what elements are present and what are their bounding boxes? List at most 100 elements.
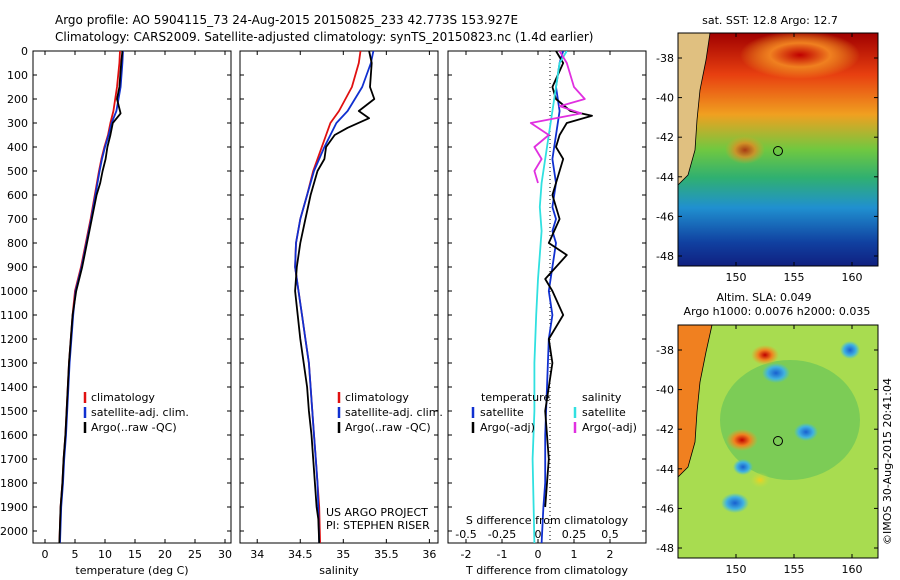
x-tick-label: 15: [128, 548, 142, 561]
map-x-tick-label: 150: [726, 563, 747, 576]
difference-x-axis: -2 -1 0 1 2 -0.5 -0.25 0 0.25 0.5: [455, 51, 619, 561]
depth-axis: 0 100 200 300 400 500 600 700 800 900 1000 1100 1200…: [0, 45, 646, 538]
x-tick-label: 25: [188, 548, 202, 561]
sst-map-title: sat. SST: 12.8 Argo: 12.7: [702, 14, 838, 27]
map-x-tick-label: 155: [784, 563, 805, 576]
x-tick-label: 34.5: [288, 548, 313, 561]
x-tick-label: 2: [607, 548, 614, 561]
salinity-series: [294, 51, 376, 543]
x-tick-label: -2: [461, 548, 472, 561]
sla-high-eddy-2: [726, 429, 758, 451]
credit-text: ©IMOS 30-Aug-2015 20:41:04: [881, 378, 894, 545]
legend-label-satellite: satellite-adj. clim.: [345, 406, 443, 419]
depth-tick-label: 200: [7, 93, 28, 106]
series-line-salinity-satellite: [531, 51, 568, 543]
map-y-tick-label: -42: [656, 423, 674, 436]
x2-tick-label: 0.25: [562, 528, 587, 541]
depth-tick-label: 900: [7, 261, 28, 274]
sla-low-eddy-4: [721, 493, 749, 513]
depth-tick-label: 1700: [0, 453, 28, 466]
sla-coastline: [677, 324, 713, 478]
legend-label-argo: Argo(..raw -QC): [91, 421, 177, 434]
map-y-tick-label: -46: [656, 210, 674, 223]
sla-map: [677, 324, 879, 559]
depth-tick-label: 400: [7, 141, 28, 154]
x-tick-label: 5: [72, 548, 79, 561]
legend-label-s-satellite: satellite: [582, 406, 626, 419]
legend-label-climatology: climatology: [345, 391, 409, 404]
depth-tick-label: 1900: [0, 501, 28, 514]
difference-series: [529, 51, 593, 543]
x2-tick-label: 0.5: [601, 528, 619, 541]
depth-tick-label: 1200: [0, 333, 28, 346]
map-y-tick-label: -44: [656, 463, 674, 476]
depth-tick-label: 700: [7, 213, 28, 226]
s-diff-xlabel: S difference from climatology: [466, 514, 629, 527]
salinity-legend: climatology satellite-adj. clim. Argo(..…: [337, 391, 443, 434]
argo-location-marker: [773, 146, 783, 156]
sst-warm-eddy: [725, 136, 765, 164]
sla-low-eddy-5: [840, 341, 860, 359]
header-line-1: Argo profile: AO 5904115_73 24-Aug-2015 …: [55, 13, 518, 27]
depth-tick-label: 300: [7, 117, 28, 130]
depth-tick-label: 0: [21, 45, 28, 58]
legend-label-t-satellite: satellite: [480, 406, 524, 419]
map-x-tick-label: 160: [842, 563, 863, 576]
map-y-tick-label: -40: [656, 384, 674, 397]
x-tick-label: 34: [250, 548, 264, 561]
sla-map-frame: [677, 324, 879, 559]
map-y-tick-label: -48: [656, 542, 674, 555]
x-tick-label: 35: [336, 548, 350, 561]
argo-location-marker: [773, 436, 783, 446]
x2-tick-label: -0.5: [455, 528, 476, 541]
x-tick-label: 10: [98, 548, 112, 561]
map-y-tick-label: -38: [656, 344, 674, 357]
series-line-satellite-adj-clim-: [294, 51, 375, 543]
depth-tick-label: 1800: [0, 477, 28, 490]
temperature-series: [58, 51, 124, 543]
sla-low-eddy-3: [733, 459, 753, 475]
x-tick-label: 35.5: [374, 548, 399, 561]
temperature-x-axis: 0 5 10 15 20 25 30: [42, 51, 232, 561]
sst-map-axes: -38 -40 -42 -44 -46 -48 150 155 160: [656, 33, 878, 284]
header-line-2: Climatology: CARS2009. Satellite-adjuste…: [55, 30, 593, 44]
sla-map-title-1: Altim. SLA: 0.049: [716, 291, 811, 304]
legend-label-argo: Argo(..raw -QC): [345, 421, 431, 434]
sla-low-eddy-2: [794, 423, 818, 441]
depth-tick-label: 1500: [0, 405, 28, 418]
sst-coastline: [677, 32, 711, 186]
map-y-tick-label: -38: [656, 52, 674, 65]
map-x-tick-label: 160: [842, 271, 863, 284]
sla-low-eddy-1: [762, 363, 790, 383]
legend-label-s-argo: Argo(-adj): [582, 421, 637, 434]
depth-tick-label: 1400: [0, 381, 28, 394]
x-tick-label: 0: [535, 548, 542, 561]
sla-map-axes: -38 -40 -42 -44 -46 -48 150 155 160: [656, 325, 878, 576]
map-y-tick-label: -46: [656, 502, 674, 515]
difference-panel: [447, 50, 647, 544]
sst-map: [677, 31, 879, 267]
x2-tick-label: 0: [535, 528, 542, 541]
map-x-tick-label: 155: [784, 271, 805, 284]
pi-annotation: PI: STEPHEN RISER: [326, 519, 430, 532]
sst-warm-patch: [740, 31, 860, 79]
map-x-tick-label: 150: [726, 271, 747, 284]
depth-tick-label: 500: [7, 165, 28, 178]
x-tick-label: 36: [422, 548, 436, 561]
depth-tick-label: 100: [7, 69, 28, 82]
series-line-salinity-argo-adj-: [529, 51, 586, 184]
sla-high-eddy-3: [750, 472, 770, 488]
series-line-argo-raw-qc-: [58, 51, 124, 543]
x-tick-label: 20: [158, 548, 172, 561]
x-tick-label: 1: [571, 548, 578, 561]
temperature-panel: [32, 50, 232, 544]
project-annotation: US ARGO PROJECT: [326, 506, 428, 519]
temperature-xlabel: temperature (deg C): [75, 564, 188, 577]
sla-band: [720, 360, 860, 480]
depth-tick-label: 1600: [0, 429, 28, 442]
depth-tick-label: 800: [7, 237, 28, 250]
legend-label-satellite: satellite-adj. clim.: [91, 406, 189, 419]
salinity-x-axis: 34 34.5 35 35.5 36: [250, 51, 436, 561]
t-diff-xlabel: T difference from climatology: [465, 564, 628, 577]
